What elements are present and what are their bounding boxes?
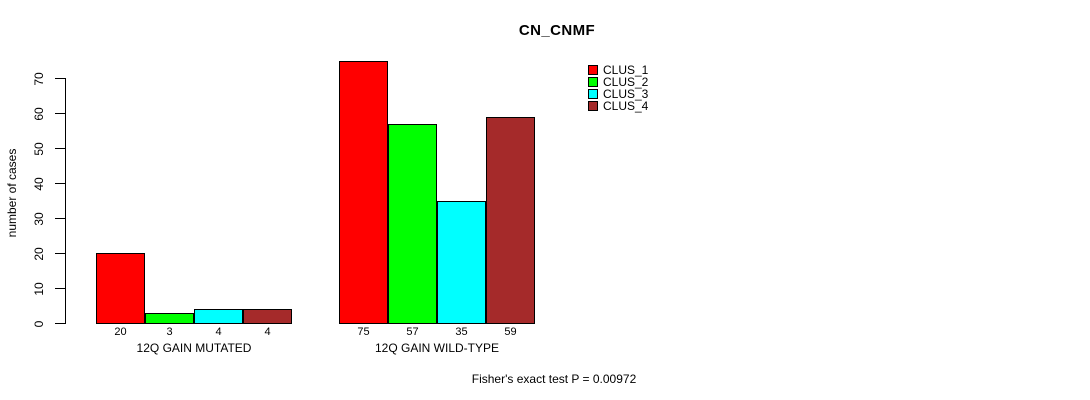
bar-clus_1-group2 bbox=[339, 60, 388, 324]
y-axis-tick bbox=[55, 78, 65, 80]
legend-item-clus_4: CLUS_4 bbox=[588, 100, 648, 112]
legend: CLUS_1 CLUS_2 CLUS_3 CLUS_4 bbox=[588, 64, 648, 112]
y-axis-tick-label: 40 bbox=[32, 176, 46, 191]
bar-value-label: 75 bbox=[357, 326, 370, 338]
legend-label: CLUS_3 bbox=[603, 87, 649, 101]
bar-clus_4-group1 bbox=[243, 309, 292, 324]
y-axis-tick bbox=[55, 288, 65, 290]
legend-label: CLUS_2 bbox=[603, 75, 649, 89]
bar-value-label: 4 bbox=[215, 326, 222, 338]
bar-clus_2-group1 bbox=[145, 312, 194, 324]
y-axis-tick-label: 50 bbox=[32, 141, 46, 156]
bar-clus_3-group1 bbox=[194, 309, 243, 324]
bar-clus_3-group2 bbox=[437, 200, 486, 324]
bar-clus_4-group2 bbox=[486, 116, 535, 324]
bar-value-label: 3 bbox=[166, 326, 173, 338]
y-axis-tick bbox=[55, 218, 65, 220]
bar-value-label: 57 bbox=[406, 326, 419, 338]
y-axis-tick-label: 60 bbox=[32, 106, 46, 121]
legend-swatch bbox=[588, 77, 598, 87]
y-axis-tick-label: 20 bbox=[32, 246, 46, 261]
y-axis-tick bbox=[55, 183, 65, 185]
y-axis-tick-label: 10 bbox=[32, 281, 46, 296]
legend-swatch bbox=[588, 65, 598, 75]
legend-item-clus_1: CLUS_1 bbox=[588, 64, 648, 76]
y-axis-tick bbox=[55, 113, 65, 115]
chart-title: CN_CNMF bbox=[518, 22, 596, 39]
legend-swatch bbox=[588, 101, 598, 111]
legend-swatch bbox=[588, 89, 598, 99]
y-axis-tick-label: 70 bbox=[32, 71, 46, 86]
bar-value-label: 20 bbox=[114, 326, 127, 338]
legend-label: CLUS_1 bbox=[603, 63, 649, 77]
bar-clus_2-group2 bbox=[388, 123, 437, 324]
x-axis-group-label: 12Q GAIN WILD-TYPE bbox=[374, 341, 500, 355]
y-axis-label: number of cases bbox=[5, 148, 19, 238]
y-axis-line bbox=[65, 78, 67, 324]
y-axis-tick bbox=[55, 148, 65, 150]
x-axis-group-label: 12Q GAIN MUTATED bbox=[136, 341, 252, 355]
legend-item-clus_3: CLUS_3 bbox=[588, 88, 648, 100]
bar-value-label: 4 bbox=[264, 326, 271, 338]
y-axis-tick bbox=[55, 253, 65, 255]
bar-value-label: 59 bbox=[504, 326, 517, 338]
y-axis-tick bbox=[55, 323, 65, 325]
legend-label: CLUS_4 bbox=[603, 99, 649, 113]
stat-annotation: Fisher's exact test P = 0.00972 bbox=[471, 372, 637, 386]
bar-clus_1-group1 bbox=[96, 253, 145, 324]
y-axis-tick-label: 30 bbox=[32, 211, 46, 226]
y-axis-tick-label: 0 bbox=[32, 320, 46, 327]
legend-item-clus_2: CLUS_2 bbox=[588, 76, 648, 88]
bar-value-label: 35 bbox=[455, 326, 468, 338]
